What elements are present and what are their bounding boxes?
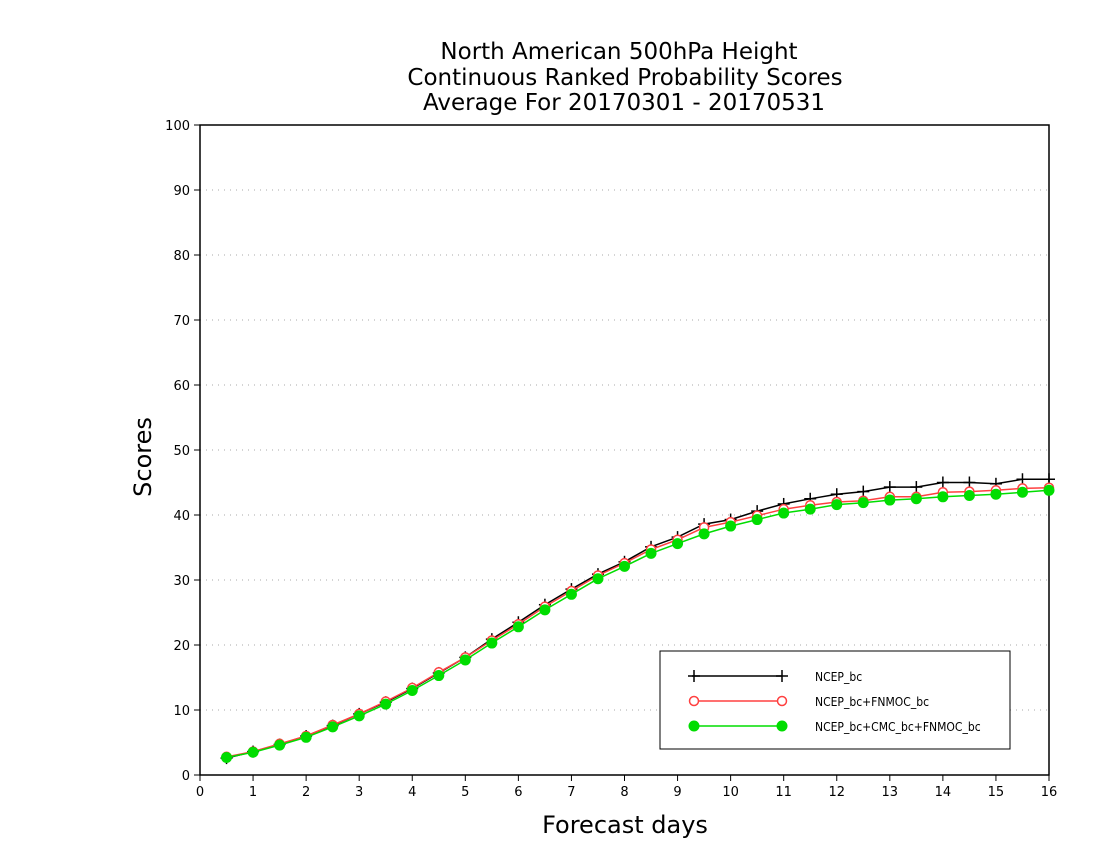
y-axis-label: Scores xyxy=(129,417,157,497)
legend-marker xyxy=(776,695,788,707)
data-point xyxy=(751,514,763,526)
y-tick-label: 90 xyxy=(173,184,190,199)
series-group xyxy=(220,473,1055,765)
x-tick-label: 4 xyxy=(408,785,416,800)
y-tick-label: 30 xyxy=(173,574,190,589)
data-point xyxy=(459,654,471,666)
data-point xyxy=(247,746,259,758)
x-tick-label: 5 xyxy=(461,785,469,800)
data-point xyxy=(963,490,975,501)
data-point xyxy=(883,481,896,494)
legend-box xyxy=(659,650,1011,750)
legend-marker xyxy=(688,695,700,707)
data-point xyxy=(937,491,949,503)
data-point xyxy=(936,476,949,489)
data-point xyxy=(300,731,312,743)
chart-title-line-2: Continuous Ranked Probability Scores xyxy=(407,65,842,91)
y-tick-label: 0 xyxy=(182,769,190,784)
legend-marker xyxy=(688,720,700,732)
x-tick-label: 10 xyxy=(722,785,739,800)
legend-entry-1: NCEP_bc xyxy=(688,670,862,684)
grid xyxy=(200,189,1049,711)
y-tick-label: 100 xyxy=(165,119,190,134)
data-point xyxy=(884,494,896,506)
data-point xyxy=(910,493,922,505)
x-tick-label: 3 xyxy=(355,785,363,800)
data-point xyxy=(327,721,339,733)
data-point xyxy=(672,538,684,550)
x-axis-label: Forecast days xyxy=(542,811,708,839)
data-point xyxy=(725,520,737,532)
chart-title-line-3: Average For 20170301 - 20170531 xyxy=(423,90,825,116)
y-tick-label: 60 xyxy=(173,379,190,394)
data-point xyxy=(831,499,843,511)
data-point xyxy=(565,588,577,600)
legend: NCEP_bc NCEP_bc+FNMOC_bc NCEP_bc+CMC_bc+FN… xyxy=(659,650,1011,750)
legend-label: NCEP_bc+FNMOC_bc xyxy=(815,695,929,709)
y-tick-label: 40 xyxy=(173,509,190,524)
data-point xyxy=(539,604,551,616)
data-point xyxy=(274,739,286,751)
legend-entry-3: NCEP_bc+CMC_bc+FNMOC_bc xyxy=(688,720,981,734)
data-point xyxy=(406,685,418,696)
data-point xyxy=(1043,484,1055,496)
chart-title-line-1: North American 500hPa Height xyxy=(440,39,797,65)
data-point xyxy=(592,573,604,585)
x-tick-label: 15 xyxy=(988,785,1005,800)
y-tick-label: 70 xyxy=(173,314,190,329)
x-tick-label: 2 xyxy=(302,785,310,800)
series-3 xyxy=(221,484,1055,763)
y-tick-label: 50 xyxy=(173,444,190,459)
x-tick-label: 12 xyxy=(828,785,845,800)
x-tick-label: 6 xyxy=(514,785,522,800)
data-point xyxy=(512,621,524,633)
data-point xyxy=(990,488,1002,500)
x-tick-label: 9 xyxy=(673,785,681,800)
data-point xyxy=(221,751,233,763)
data-point xyxy=(778,507,790,519)
data-point xyxy=(486,637,498,649)
x-tick-label: 14 xyxy=(935,785,952,800)
y-tick-label: 10 xyxy=(173,704,190,719)
chart-title: North American 500hPa Height Continuous … xyxy=(407,39,842,116)
data-point xyxy=(804,503,816,515)
data-point xyxy=(353,710,365,722)
x-tick-label: 8 xyxy=(620,785,628,800)
y-tick-label: 80 xyxy=(173,249,190,264)
x-tick-label: 1 xyxy=(249,785,257,800)
data-point xyxy=(1016,486,1028,498)
x-tick-label: 7 xyxy=(567,785,575,800)
legend-label: NCEP_bc xyxy=(815,670,862,684)
data-point xyxy=(698,528,710,540)
x-tick-label: 11 xyxy=(775,785,792,800)
legend-marker xyxy=(776,670,788,682)
x-tick-label: 0 xyxy=(196,785,204,800)
legend-entry-2: NCEP_bc+FNMOC_bc xyxy=(688,695,929,709)
data-point xyxy=(619,560,630,572)
x-tick-label: 13 xyxy=(882,785,899,800)
y-tick-label: 20 xyxy=(173,639,190,654)
legend-marker xyxy=(776,720,788,732)
data-point xyxy=(645,547,657,559)
data-point xyxy=(433,670,445,682)
data-point xyxy=(857,497,869,509)
legend-label: NCEP_bc+CMC_bc+FNMOC_bc xyxy=(815,720,981,734)
legend-marker xyxy=(688,670,700,682)
data-point xyxy=(380,698,392,710)
x-tick-label: 16 xyxy=(1041,785,1058,800)
data-point xyxy=(910,481,923,494)
